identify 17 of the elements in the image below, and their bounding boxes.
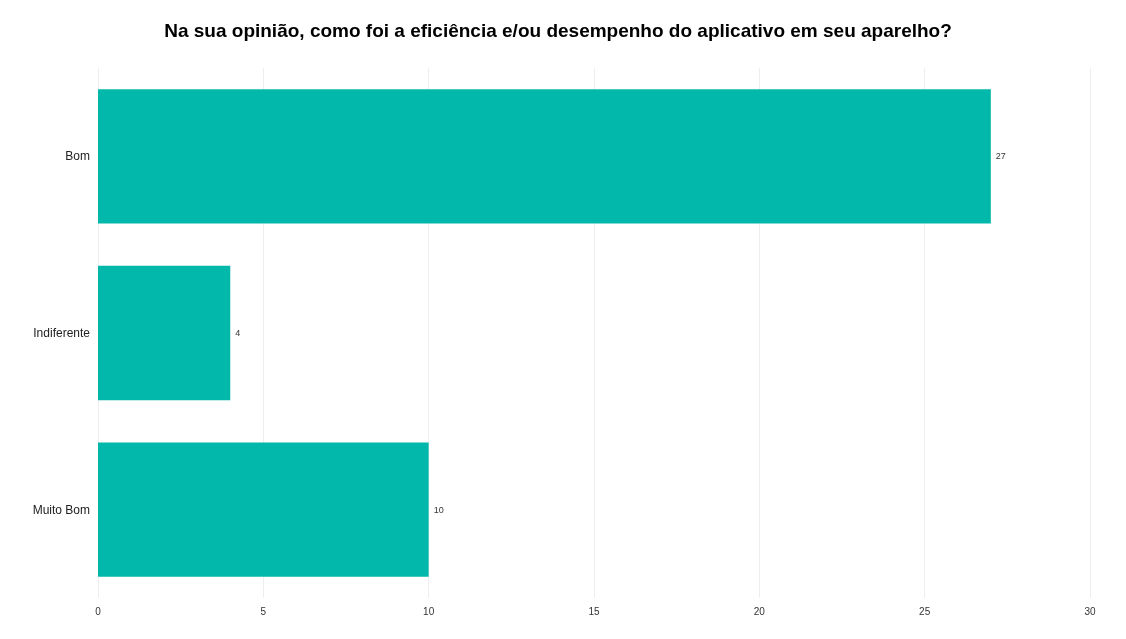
x-tick-label: 5 (260, 605, 267, 617)
x-tick-label: 25 (919, 605, 931, 617)
y-tick-label: Indiferente (33, 326, 91, 340)
x-tick-label: 20 (753, 605, 766, 617)
x-tick-label: 10 (423, 605, 435, 617)
data-label: 27 (995, 151, 1006, 162)
chart-title: Na sua opinião, como foi a eficiência e/ou desempenho do aplicativo em seu aparelho? (164, 20, 952, 41)
y-tick-label: Muito Bom (32, 502, 90, 517)
bar (98, 265, 231, 401)
bar (98, 442, 429, 577)
x-tick-label: 30 (1084, 605, 1096, 617)
y-tick-label: Bom (65, 149, 90, 164)
data-label: 10 (433, 504, 444, 515)
x-tick-label: 15 (588, 605, 600, 617)
bar (98, 89, 991, 224)
data-label: 4 (235, 328, 241, 338)
x-tick-label: 0 (95, 605, 102, 617)
